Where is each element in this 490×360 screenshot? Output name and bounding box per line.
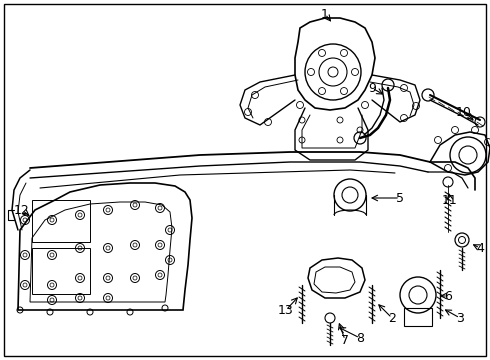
Text: 5: 5 [396, 192, 404, 204]
Bar [32, 200, 90, 242]
Bar [404, 308, 432, 326]
Bar [32, 248, 90, 294]
Text: 12: 12 [14, 203, 30, 216]
Text: 6: 6 [444, 289, 452, 302]
Text: 7: 7 [341, 333, 349, 346]
Text: 11: 11 [442, 194, 458, 207]
Text: 4: 4 [476, 242, 484, 255]
Text: 13: 13 [278, 303, 294, 316]
Text: 1: 1 [321, 8, 329, 21]
Text: 10: 10 [456, 105, 472, 118]
Text: 8: 8 [356, 332, 364, 345]
Text: 9: 9 [368, 81, 376, 94]
Text: 2: 2 [388, 311, 396, 324]
Text: 3: 3 [456, 311, 464, 324]
